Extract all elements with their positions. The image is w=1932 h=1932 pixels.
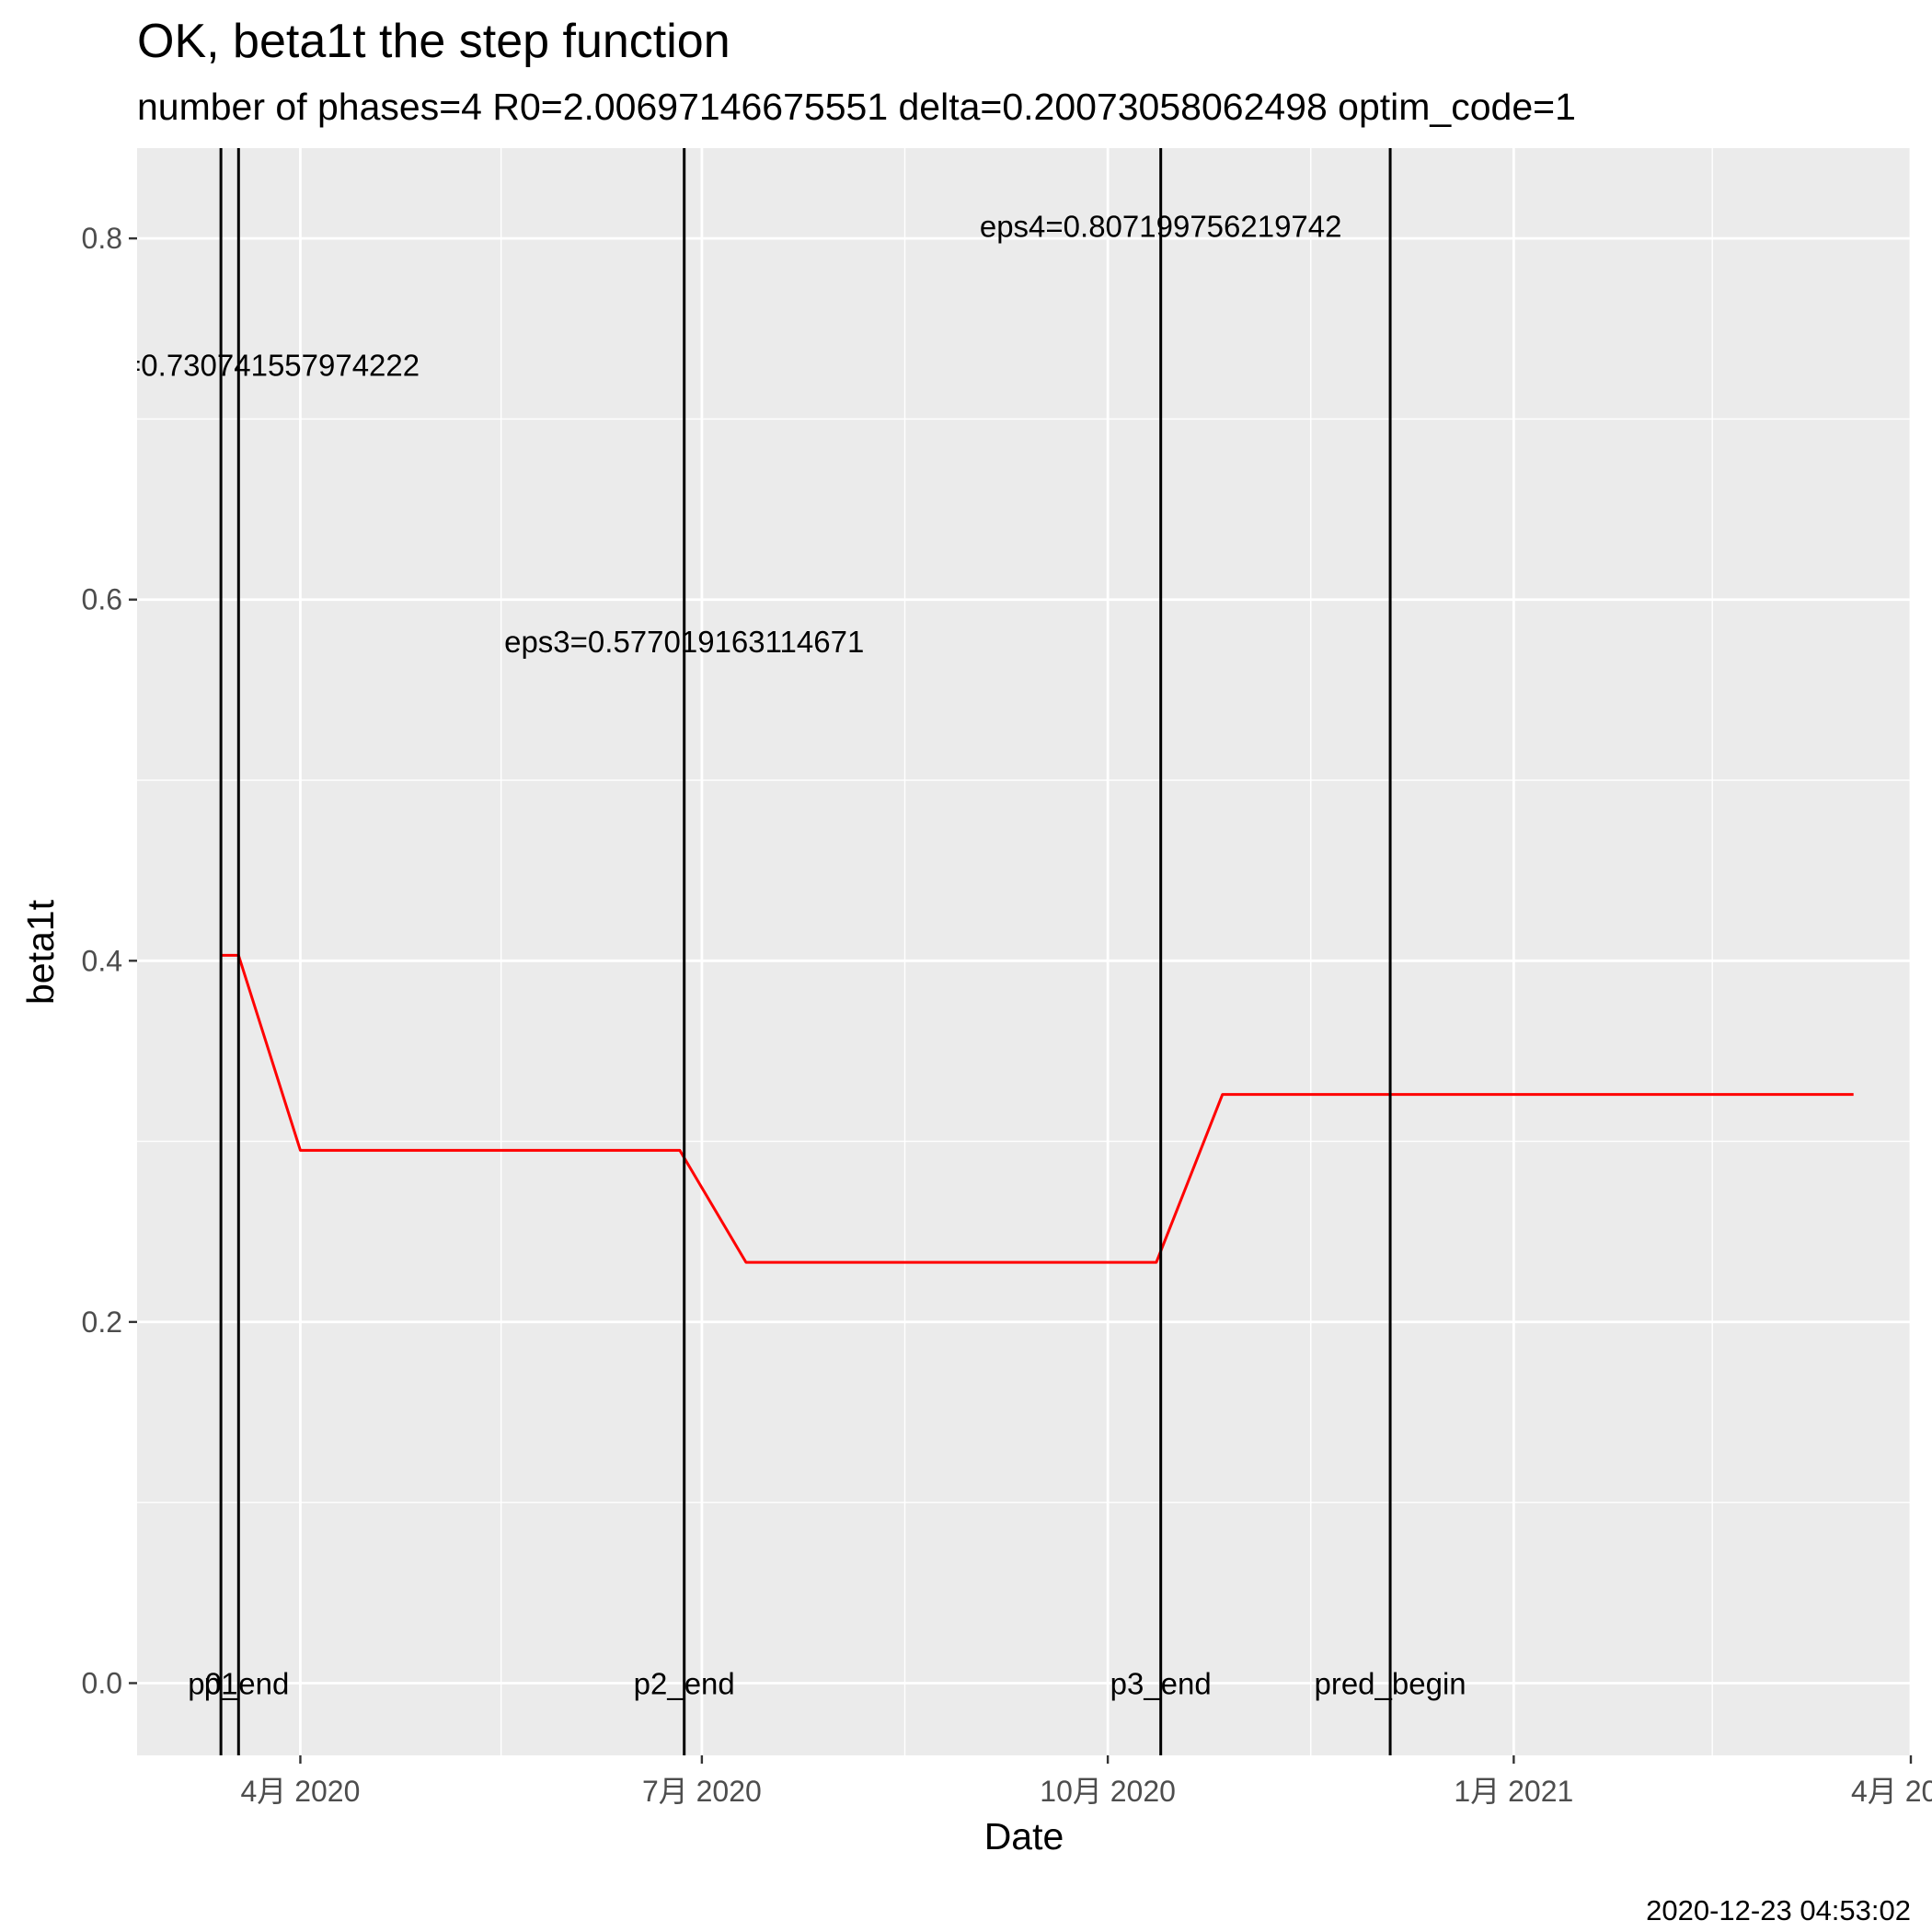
plot-panel — [137, 148, 1911, 1755]
timestamp-caption: 2020-12-23 04:53:02 — [1646, 1894, 1911, 1926]
x-tick-label: 4月 2020 — [241, 1775, 361, 1808]
x-axis-title: Date — [984, 1815, 1064, 1857]
phase-vline-label: pred_begin — [1314, 1666, 1466, 1700]
chart-title: OK, beta1t the step function — [137, 15, 730, 68]
x-tick-label: 1月 2021 — [1454, 1775, 1573, 1808]
eps-annotation: eps4=0.807199756219742 — [980, 209, 1342, 243]
x-tick-label: 7月 2020 — [642, 1775, 762, 1808]
phase-vline-label: p3_end — [1110, 1666, 1212, 1700]
y-tick-label: 0.0 — [82, 1666, 122, 1699]
y-tick-label: 0.8 — [82, 222, 122, 255]
eps-annotation: eps3=0.577019163114671 — [504, 625, 864, 659]
x-tick-label: 10月 2020 — [1040, 1775, 1176, 1808]
y-tick-label: 0.2 — [82, 1305, 122, 1339]
eps-annotation: eps2=0.730741557974222 — [57, 349, 420, 383]
phase-vline-label: p2_end — [634, 1666, 735, 1700]
y-axis-title: beta1t — [19, 899, 62, 1005]
y-tick-label: 0.4 — [82, 944, 122, 977]
phase-vline-label: p0_end — [188, 1666, 289, 1700]
x-tick-label: 4月 2021 — [1851, 1775, 1932, 1808]
y-tick-label: 0.6 — [82, 583, 122, 616]
chart-subtitle: number of phases=4 R0=2.00697146675551 d… — [137, 86, 1576, 128]
